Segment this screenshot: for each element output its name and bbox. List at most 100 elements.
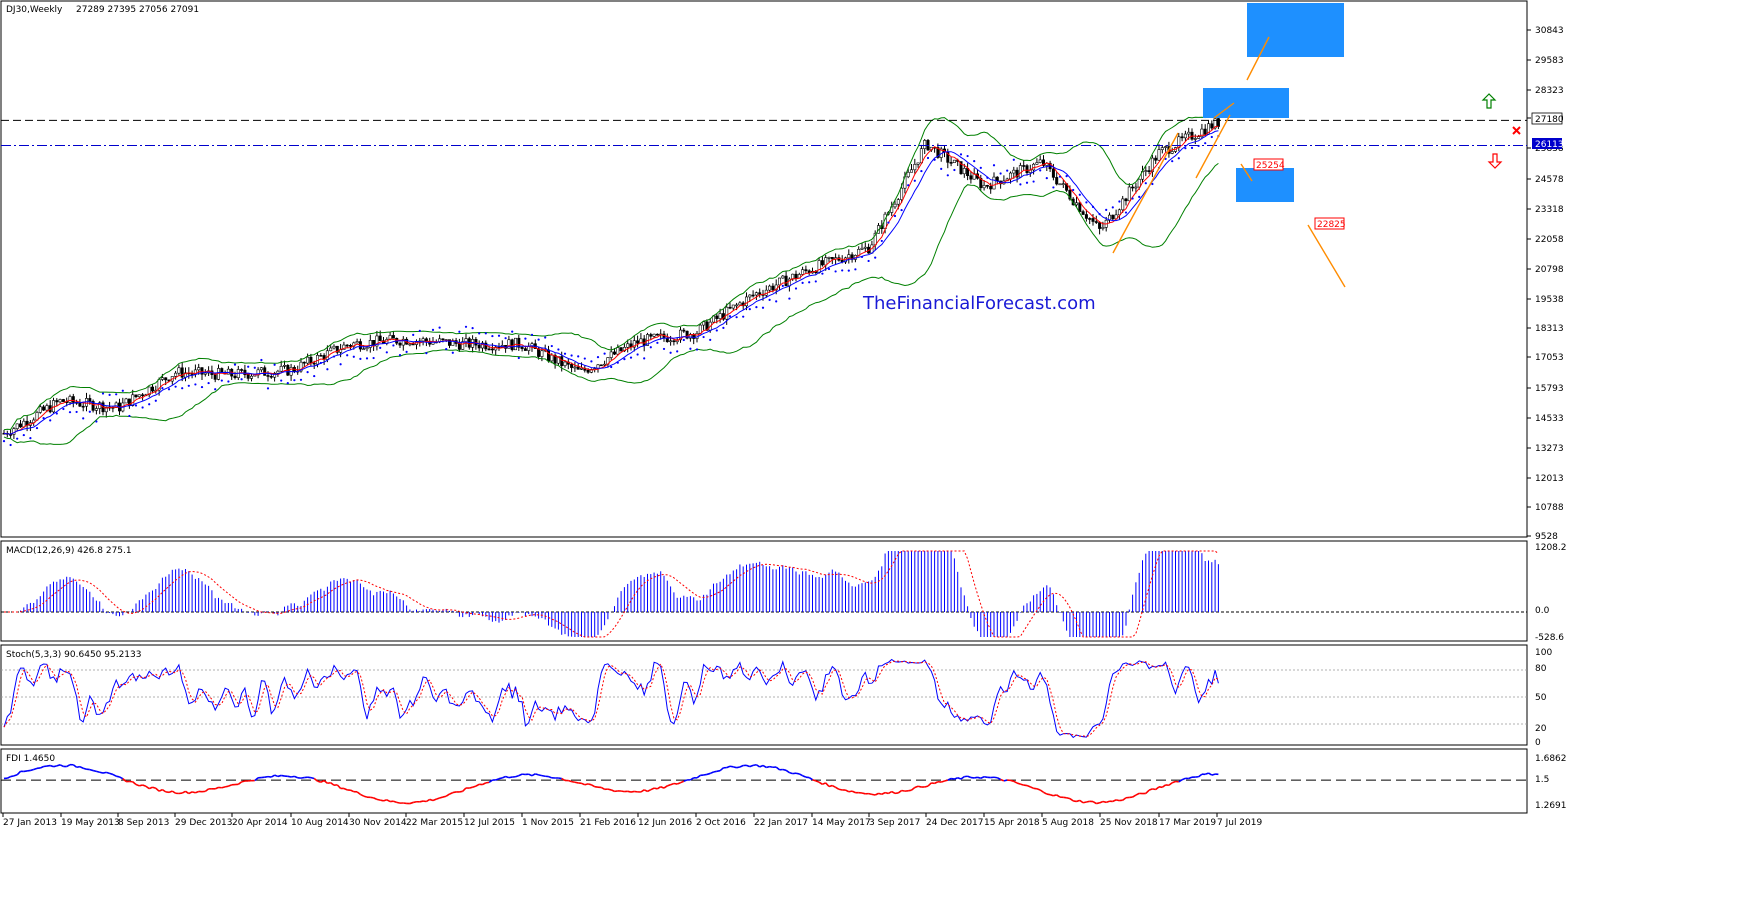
candle-body — [398, 342, 402, 346]
psar-dot — [458, 330, 461, 333]
fdi-segment — [911, 786, 916, 791]
candle — [94, 406, 98, 415]
psar-dot — [1072, 188, 1075, 192]
time-tick-label: 30 Nov 2014 — [349, 818, 407, 828]
fdi-segment — [264, 775, 269, 778]
fdi-segment — [874, 792, 879, 796]
fdi-segment — [1135, 792, 1140, 796]
candle-body — [936, 147, 940, 158]
candle-body — [530, 343, 534, 347]
fdi-segment — [432, 798, 437, 802]
candle-body — [781, 275, 785, 279]
candle-body — [273, 372, 277, 378]
psar-dot — [1111, 206, 1114, 209]
psar-dot — [1144, 182, 1147, 185]
psar-dot — [167, 388, 171, 391]
fdi-segment — [1211, 773, 1216, 776]
candle-body — [672, 340, 676, 343]
fdi-segment — [161, 788, 167, 793]
candle-body — [246, 374, 250, 379]
candle-body — [88, 398, 92, 402]
psar-dot — [115, 393, 118, 396]
candle — [609, 346, 613, 360]
fdi-segment — [607, 788, 612, 791]
psar-dot — [200, 385, 204, 389]
candle-body — [1075, 202, 1079, 206]
time-tick-label: 12 Jun 2016 — [638, 818, 692, 828]
candle — [1183, 130, 1187, 142]
candle-body — [348, 345, 352, 347]
psar-dot — [1138, 195, 1141, 198]
fdi-segment — [1122, 797, 1127, 801]
candle — [1081, 209, 1085, 215]
time-tick-label: 25 Nov 2018 — [1100, 818, 1158, 828]
psar-dot — [616, 361, 619, 364]
fdi-segment — [313, 777, 319, 782]
fdi-segment — [531, 773, 536, 777]
psar-dot — [907, 184, 910, 187]
candle-body — [520, 347, 524, 349]
fdi-segment — [1188, 776, 1193, 780]
fdi-segment — [828, 784, 833, 788]
candle-body — [751, 294, 755, 297]
candle — [200, 367, 204, 380]
fdi-segment — [158, 788, 163, 792]
fdi-segment — [670, 782, 675, 786]
candle-body — [698, 324, 702, 334]
candle — [517, 334, 521, 351]
psar-dot — [649, 346, 652, 349]
stoch-signal — [3, 660, 1219, 738]
fdi-segment — [1016, 782, 1021, 785]
fdi-segment — [135, 783, 140, 787]
psar-dot — [689, 347, 692, 350]
candle — [682, 328, 686, 333]
fdi-segment — [92, 769, 97, 773]
price-tick-label: 17053 — [1535, 353, 1564, 363]
fdi-segment — [1208, 772, 1213, 776]
candle-body — [368, 340, 372, 348]
candle — [1117, 208, 1121, 220]
psar-dot — [9, 443, 12, 447]
fdi-segment — [713, 770, 717, 773]
candle — [510, 338, 514, 352]
fdi-segment — [459, 790, 463, 793]
fdi-segment — [254, 777, 259, 782]
candle — [134, 394, 138, 399]
fdi-segment — [917, 785, 922, 788]
ma-fast — [3, 125, 1219, 435]
candle-body — [906, 171, 910, 178]
candle-body — [959, 161, 963, 175]
candle — [1075, 197, 1079, 207]
time-tick-label: 27 Jan 2013 — [3, 818, 57, 828]
fdi-segment — [746, 764, 751, 768]
fdi-segment — [112, 773, 117, 777]
psar-dot — [1204, 142, 1207, 145]
fdi-segment — [660, 785, 665, 789]
fdi-segment — [99, 771, 104, 774]
candle — [375, 330, 379, 351]
candle — [1170, 147, 1174, 155]
fdi-segment — [452, 791, 457, 794]
candle — [18, 419, 22, 428]
candle-body — [573, 366, 577, 369]
psar-dot — [656, 341, 659, 344]
psar-dot — [247, 365, 250, 368]
arrow-up-icon — [1481, 93, 1497, 109]
candle-body — [1117, 209, 1121, 216]
psar-dot — [273, 363, 276, 366]
candle-body — [200, 367, 204, 375]
psar-dot — [398, 354, 402, 357]
candle — [180, 362, 184, 382]
macd-signal — [4, 550, 1219, 638]
fdi-segment — [1105, 800, 1110, 804]
fdi-segment — [1010, 779, 1015, 783]
candle-body — [1061, 183, 1065, 185]
fdi-segment — [16, 770, 22, 776]
candle-body — [362, 348, 366, 351]
fdi-segment — [1145, 789, 1150, 795]
candle-body — [1018, 165, 1022, 178]
candle — [391, 331, 395, 339]
candle-body — [777, 277, 781, 286]
fdi-segment — [277, 774, 282, 778]
candle — [619, 347, 623, 352]
